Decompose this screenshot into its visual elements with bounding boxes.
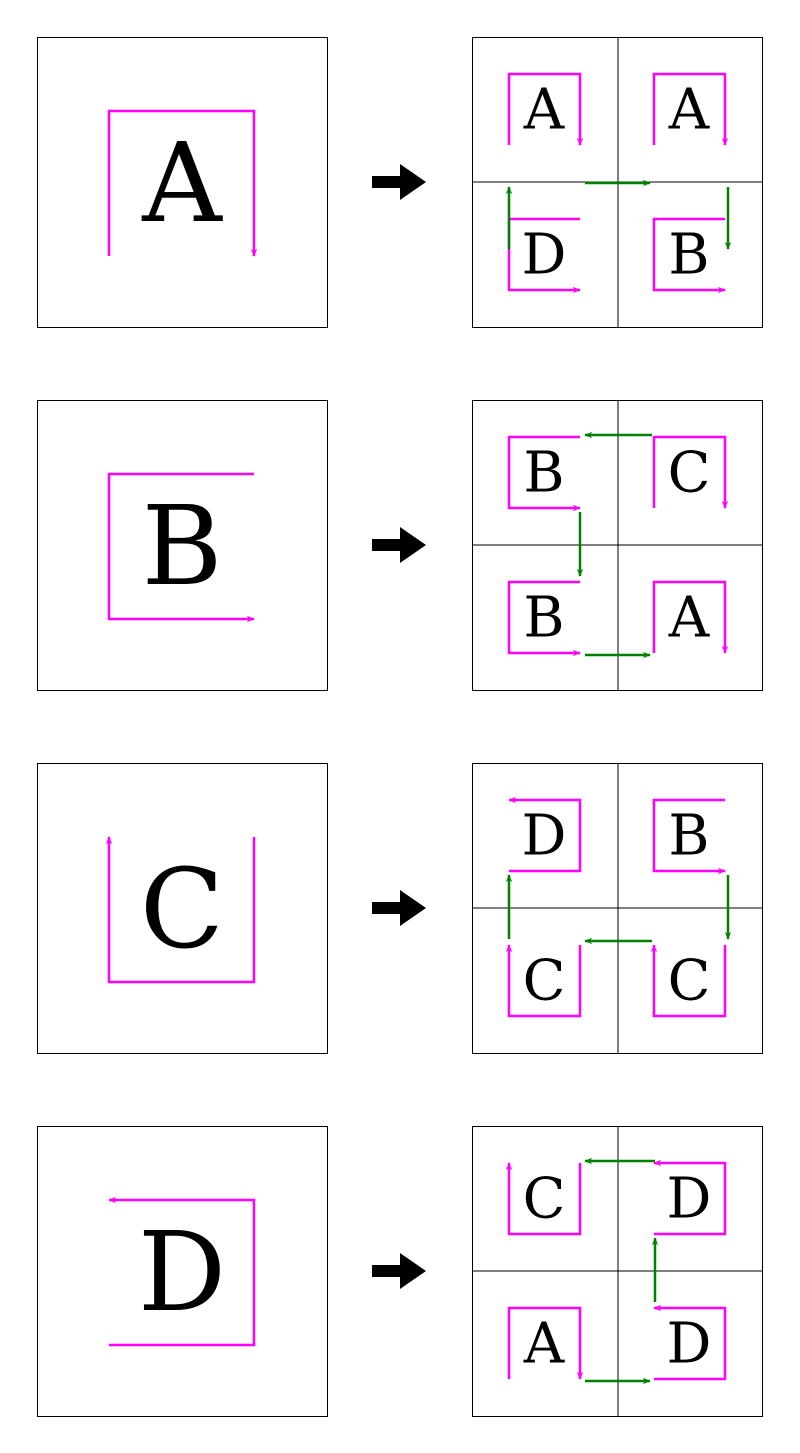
rule-C: C D B C C — [37, 763, 763, 1054]
rule-D: D C D A D — [37, 1126, 763, 1417]
sub-curve-D-3 — [653, 1304, 727, 1381]
sub-curve-A-0 — [507, 72, 584, 146]
sub-letter-A-2: D — [522, 223, 567, 288]
sub-letter-C-3: C — [668, 949, 711, 1014]
sub-letter-A-3: B — [668, 223, 709, 288]
source-letter-D: D — [138, 1208, 226, 1336]
sub-letter-D-1: D — [667, 1167, 712, 1232]
sub-letter-C-2: C — [523, 949, 566, 1014]
sub-curve-A-2 — [507, 217, 581, 294]
sub-curve-C-3 — [650, 944, 727, 1018]
source-letter-B: B — [142, 482, 223, 610]
sub-curve-B-2 — [507, 580, 581, 657]
source-letter-A: A — [141, 119, 223, 247]
sub-letter-C-0: D — [522, 804, 567, 869]
sub-letter-C-1: B — [668, 804, 709, 869]
sub-letter-B-1: C — [668, 441, 711, 506]
source-box — [37, 37, 328, 328]
source-curve-C — [105, 836, 256, 984]
source-box — [37, 400, 328, 691]
source-box — [37, 763, 328, 1054]
sub-letter-B-2: B — [523, 586, 564, 651]
source-box — [37, 1126, 328, 1417]
sub-curve-C-1 — [652, 798, 726, 875]
sub-curve-B-0 — [507, 435, 581, 512]
source-curve-B — [107, 472, 255, 623]
transform-arrow — [372, 164, 426, 200]
sub-letter-B-0: B — [523, 441, 564, 506]
sub-curve-A-1 — [652, 72, 729, 146]
sub-curve-D-2 — [507, 1306, 584, 1380]
source-letter-C: C — [140, 845, 224, 973]
sub-letter-D-3: D — [667, 1312, 712, 1377]
sub-letter-A-1: A — [668, 78, 710, 143]
source-curve-D — [108, 1196, 256, 1347]
sub-letter-B-3: A — [668, 586, 710, 651]
sub-letter-D-0: C — [523, 1167, 566, 1232]
rule-B: B B C B A — [37, 400, 763, 691]
sub-curve-C-0 — [508, 796, 582, 873]
transform-arrow — [372, 890, 426, 926]
rule-A: A A A D B — [37, 37, 763, 328]
sub-curve-B-3 — [652, 580, 729, 654]
sub-letter-A-0: A — [523, 78, 565, 143]
sub-curve-B-1 — [652, 435, 729, 509]
sub-curve-D-0 — [505, 1162, 582, 1236]
sub-curve-A-3 — [652, 217, 726, 294]
sub-curve-D-1 — [653, 1159, 727, 1236]
sub-letter-D-2: A — [523, 1312, 565, 1377]
transform-arrow — [372, 527, 426, 563]
source-curve-A — [107, 109, 258, 257]
sub-curve-C-2 — [505, 944, 582, 1018]
transform-arrow — [372, 1253, 426, 1289]
